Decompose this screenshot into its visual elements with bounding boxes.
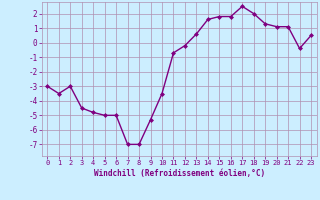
X-axis label: Windchill (Refroidissement éolien,°C): Windchill (Refroidissement éolien,°C) xyxy=(94,169,265,178)
